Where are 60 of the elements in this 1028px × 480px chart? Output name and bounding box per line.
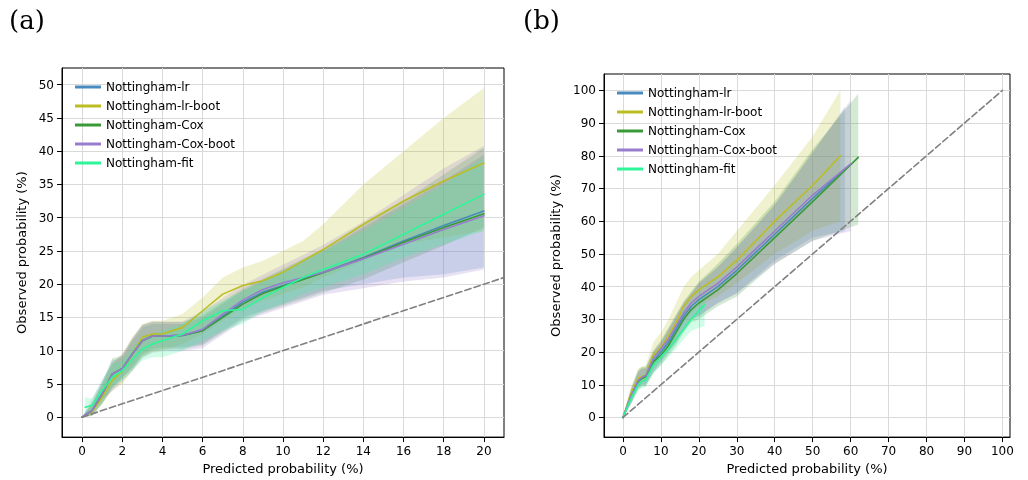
x-tick-label: 16: [395, 444, 412, 459]
legend-label: Nottingham-Cox-boot: [106, 137, 236, 151]
x-axis-title: Predicted probability (%): [202, 461, 364, 476]
y-tick-label: 80: [580, 148, 596, 163]
y-tick-label: 0: [46, 410, 54, 425]
y-axis-title: Observed probability (%): [13, 171, 29, 334]
x-axis-title: Predicted probability (%): [726, 461, 888, 476]
legend-label: Nottingham-Cox-boot: [648, 143, 778, 157]
y-tick-label: 50: [38, 77, 54, 92]
y-tick-label: 25: [38, 243, 54, 258]
x-tick-label: 0: [78, 444, 86, 459]
y-tick-label: 30: [38, 210, 54, 225]
y-tick-label: 50: [580, 246, 596, 261]
y-tick-label: 15: [38, 310, 54, 325]
chart-title: (b): [523, 5, 560, 35]
legend-label: Nottingham-lr: [648, 86, 732, 100]
x-tick-label: 18: [436, 444, 452, 459]
y-tick-label: 60: [580, 214, 596, 229]
y-tick-label: 0: [588, 410, 596, 425]
x-tick-label: 70: [880, 444, 897, 459]
x-tick-label: 90: [956, 444, 973, 459]
legend-label: Nottingham-fit: [648, 162, 736, 176]
x-tick-label: 40: [767, 444, 783, 459]
x-tick-label: 10: [653, 444, 669, 459]
legend-label: Nottingham-Cox: [106, 118, 204, 132]
x-tick-label: 50: [805, 444, 821, 459]
x-tick-label: 6: [198, 444, 207, 459]
x-tick-label: 30: [729, 444, 745, 459]
y-tick-label: 90: [580, 116, 596, 131]
x-tick-label: 20: [691, 444, 707, 459]
y-tick-label: 100: [573, 83, 596, 98]
y-axis-title: Observed probability (%): [548, 174, 564, 337]
x-tick-label: 4: [158, 444, 167, 459]
y-tick-label: 40: [580, 279, 596, 294]
y-tick-label: 10: [580, 377, 596, 392]
y-tick-label: 5: [46, 376, 54, 391]
y-tick-label: 20: [580, 345, 596, 360]
y-tick-label: 10: [38, 343, 54, 358]
x-tick-label: 20: [476, 444, 492, 459]
x-tick-label: 60: [842, 444, 859, 459]
x-tick-label: 8: [239, 444, 247, 459]
y-tick-label: 30: [580, 312, 596, 327]
y-tick-label: 45: [38, 110, 54, 125]
x-tick-label: 12: [315, 444, 331, 459]
x-tick-label: 2: [118, 444, 127, 459]
legend-label: Nottingham-Cox: [648, 124, 746, 138]
x-tick-label: 14: [355, 444, 371, 459]
y-tick-label: 40: [38, 144, 54, 159]
chart-title: (a): [9, 5, 45, 35]
y-tick-label: 35: [38, 177, 54, 192]
y-tick-label: 70: [580, 181, 596, 196]
x-tick-label: 80: [918, 444, 935, 459]
y-tick-label: 20: [38, 277, 54, 292]
legend-label: Nottingham-fit: [106, 156, 194, 170]
x-tick-label: 10: [275, 444, 291, 459]
legend-label: Nottingham-lr: [106, 80, 190, 94]
x-tick-label: 100: [990, 444, 1014, 459]
legend-label: Nottingham-lr-boot: [106, 99, 221, 113]
x-tick-label: 0: [619, 444, 627, 459]
legend-label: Nottingham-lr-boot: [648, 105, 763, 119]
